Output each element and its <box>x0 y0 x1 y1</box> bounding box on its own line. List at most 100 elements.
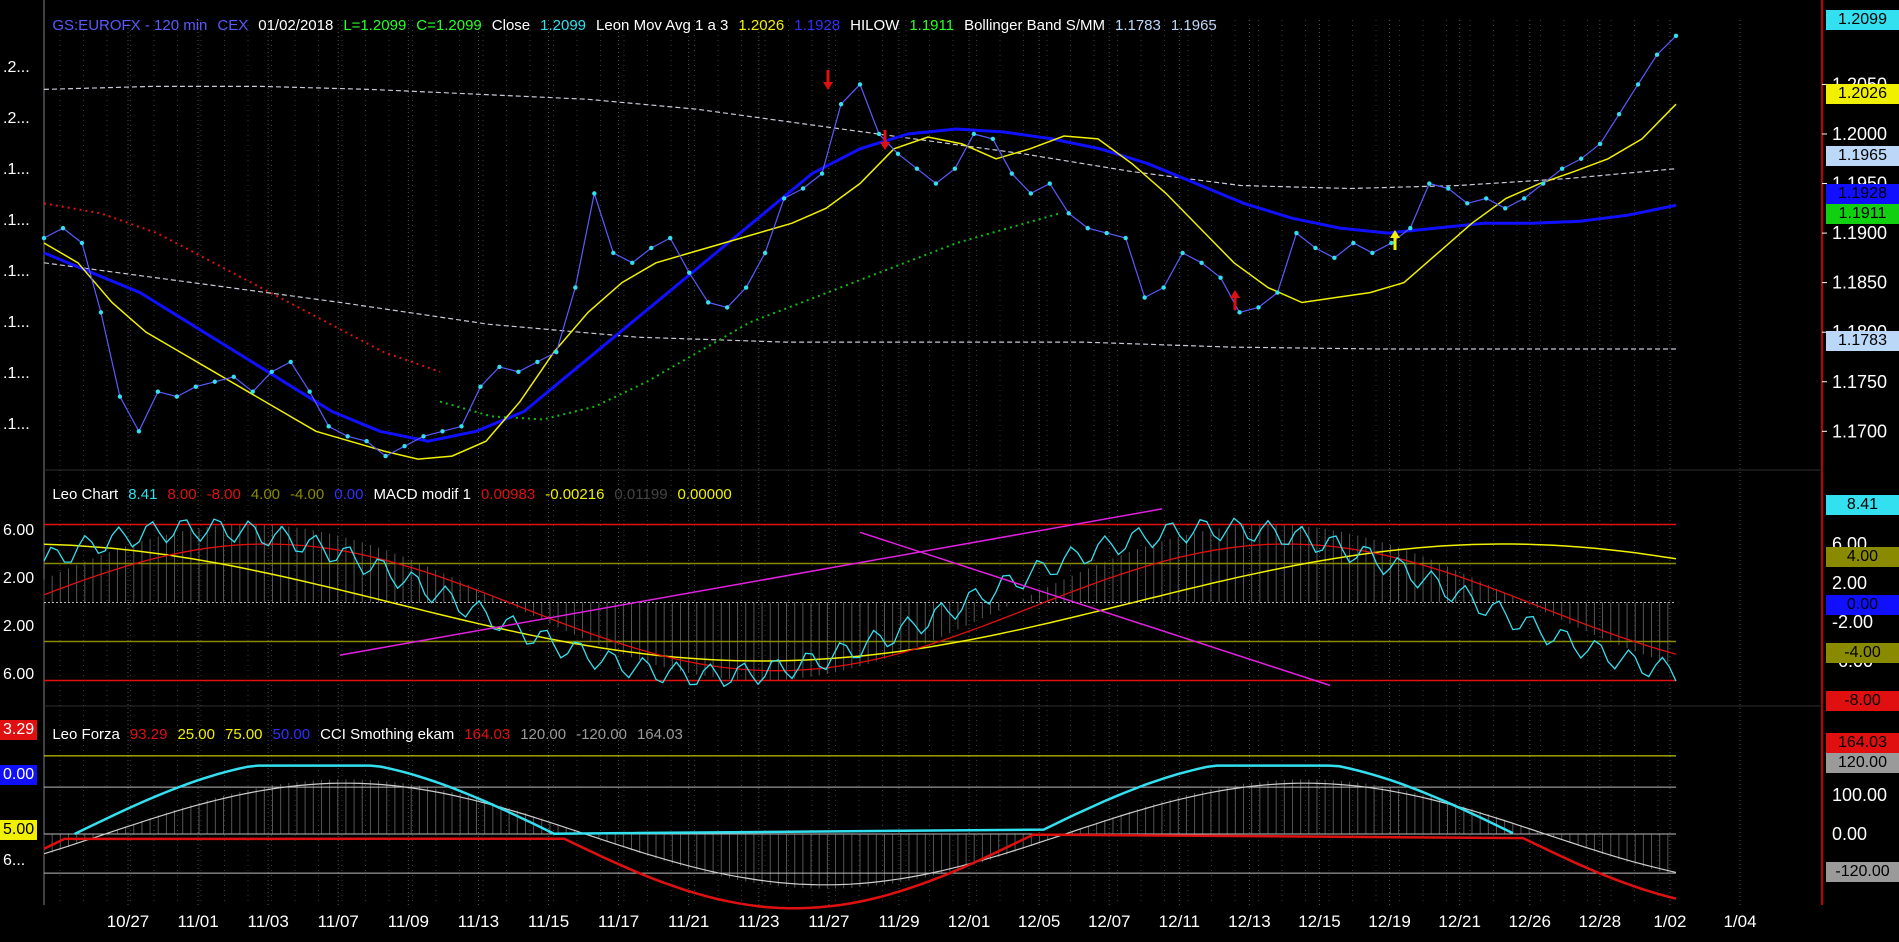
x-tick-label: 11/17 <box>598 912 639 931</box>
x-tick-label: 12/01 <box>948 912 991 931</box>
close-point <box>98 310 104 315</box>
close-point <box>269 369 274 375</box>
panel2-v2: 8.00 <box>167 486 197 503</box>
close-point <box>1521 196 1527 201</box>
close-point <box>497 364 502 370</box>
osc-signal-line <box>43 543 1677 672</box>
hilow-red-line <box>43 202 441 373</box>
close-point <box>364 439 369 444</box>
close-point <box>611 250 616 256</box>
close-point <box>1237 310 1242 315</box>
close-point <box>592 191 597 196</box>
close-point <box>724 305 730 310</box>
cci-negative-line <box>43 833 1677 910</box>
macd-v4: 0.00000 <box>677 486 732 503</box>
close-point <box>60 225 66 231</box>
close-point <box>554 349 559 355</box>
close-point <box>573 285 578 290</box>
price-tick-label: 1.1900 <box>1832 223 1887 243</box>
mavg-line <box>43 103 1677 460</box>
x-tick-label: 12/07 <box>1088 912 1131 931</box>
macd-v3: 0.01199 <box>614 486 668 503</box>
close-point <box>1635 82 1641 87</box>
panel2-v6: 0.00 <box>334 486 364 503</box>
panel2-v1: 8.41 <box>128 486 158 503</box>
close-point <box>1066 211 1071 216</box>
left-tick-2: .2... <box>3 110 30 127</box>
x-tick-label: 12/15 <box>1298 912 1341 931</box>
close-point <box>1294 230 1299 236</box>
right-cci-badge: 164.03 <box>1826 733 1899 753</box>
close-point <box>743 285 749 290</box>
right-bbup-badge: 1.1965 <box>1826 146 1899 166</box>
hilow-value: 1.1911 <box>909 17 955 34</box>
panel3-header: Leo Forza 93.29 25.00 75.00 50.00 CCI Smothin… <box>44 709 693 743</box>
left-osc-2: 2.00 <box>3 570 35 587</box>
close-point <box>155 389 161 394</box>
right-bblo-badge: 1.1783 <box>1826 331 1899 351</box>
close-point <box>1009 171 1015 176</box>
x-tick-label: 12/26 <box>1508 912 1551 931</box>
close-point <box>1256 305 1261 310</box>
close-point <box>1199 260 1204 266</box>
close-point <box>193 384 199 389</box>
close-point <box>250 389 255 394</box>
right-osc-m8-badge: -8.00 <box>1826 691 1899 711</box>
left-forza-4: 6... <box>3 852 26 869</box>
macd-v2: -0.00216 <box>545 486 605 503</box>
close-point <box>1332 255 1337 261</box>
right-mavg-badge: 1.2026 <box>1826 84 1899 104</box>
close-point <box>952 166 958 171</box>
close-point <box>383 453 388 459</box>
close-point <box>212 379 217 384</box>
close-point <box>79 240 85 246</box>
left-tick-7: .1... <box>3 365 30 382</box>
x-tick-label: 11/13 <box>458 912 499 931</box>
close-point <box>1123 235 1128 241</box>
cci-gray-line <box>43 782 1677 886</box>
close-point <box>1540 181 1546 186</box>
x-tick-label: 12/13 <box>1228 912 1271 931</box>
right-osc-0-badge: 0.00 <box>1826 595 1899 615</box>
hilow-green-line <box>439 212 1061 421</box>
left-tick-4: .1... <box>3 212 30 229</box>
close-line <box>43 35 1677 457</box>
date-label: 01/02/2018 <box>258 17 334 34</box>
price-tick-label: 1.1700 <box>1832 421 1887 441</box>
panel3-name: Leo Forza <box>52 726 120 743</box>
price-tick-label: 1.1850 <box>1832 273 1887 293</box>
close-point <box>1446 186 1451 191</box>
close-point <box>459 424 464 429</box>
close-point <box>421 434 426 439</box>
close-point <box>402 443 407 449</box>
left-forza-1: 3.29 <box>0 720 38 740</box>
x-tick-label: 11/07 <box>318 912 359 931</box>
blue-ma-line <box>43 127 1677 443</box>
bb-value-2: 1.1965 <box>1170 17 1217 34</box>
close-point <box>895 151 901 156</box>
osc-tick-label: -2.00 <box>1832 612 1873 632</box>
left-osc-1: 6.00 <box>3 522 35 539</box>
mavg-name: Leon Mov Avg 1 a 3 <box>596 17 729 34</box>
main-header: GS:EUROFX - 120 min CEX 01/02/2018 L=1.2099… <box>44 0 1227 34</box>
close-point <box>1028 191 1033 196</box>
close-point <box>1559 166 1565 171</box>
left-forza-3: 5.00 <box>0 820 38 840</box>
osc-tick-label: 2.00 <box>1832 573 1867 593</box>
close-point <box>762 250 768 256</box>
right-cci-120-badge: 120.00 <box>1826 753 1899 773</box>
x-tick-label: 11/21 <box>668 912 709 931</box>
mavg-value-2: 1.1928 <box>794 17 841 34</box>
left-tick-5: .1... <box>3 263 30 280</box>
close-point <box>971 131 977 137</box>
x-tick-label: 11/03 <box>248 912 289 931</box>
close-point <box>1370 250 1375 256</box>
close-point <box>838 102 844 107</box>
macd-v1: 0.00983 <box>480 486 536 503</box>
close-point <box>1180 250 1185 256</box>
symbol-title: GS:EUROFX - 120 min <box>52 17 208 34</box>
close-point <box>136 429 142 434</box>
mavg-value-1: 1.2026 <box>738 17 785 34</box>
x-tick-label: 12/05 <box>1018 912 1061 931</box>
price-tick-label: 1.2000 <box>1832 124 1887 144</box>
